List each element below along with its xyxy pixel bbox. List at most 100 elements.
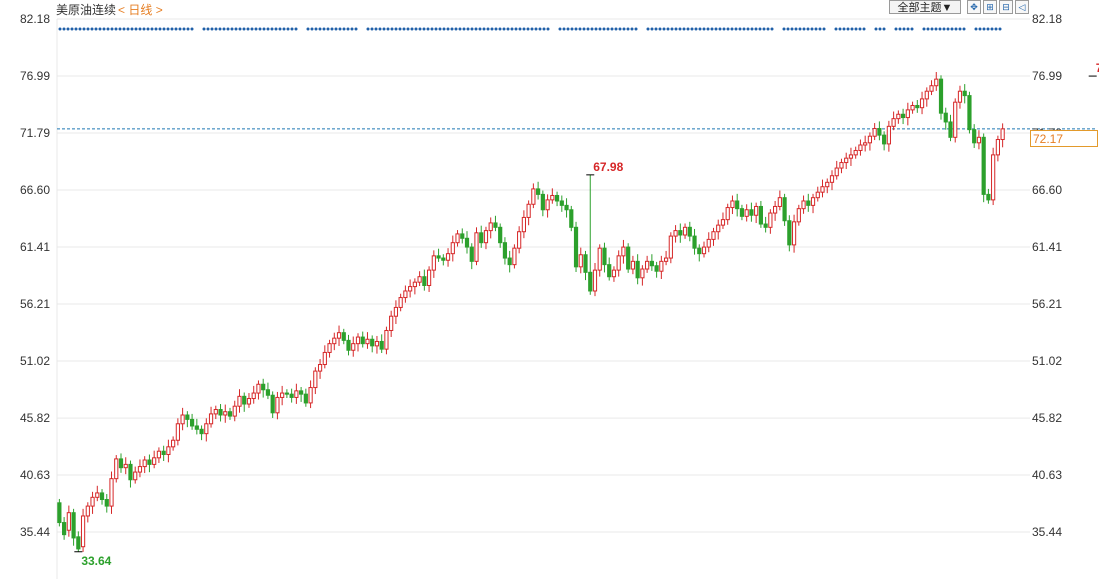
event-dot xyxy=(454,27,458,31)
event-dot xyxy=(798,27,802,31)
event-dot xyxy=(474,27,478,31)
candle-body xyxy=(905,109,910,119)
event-dot xyxy=(498,27,502,31)
zoom-out-icon[interactable]: ⊟ xyxy=(999,0,1013,14)
y-tick-label-right: 45.82 xyxy=(1032,411,1062,425)
candle-body xyxy=(782,197,787,222)
candle-body xyxy=(573,226,579,268)
candle-body xyxy=(360,336,365,345)
event-dot xyxy=(666,27,670,31)
candle-body xyxy=(355,336,361,345)
candle-body xyxy=(763,223,768,228)
event-dot xyxy=(726,27,730,31)
event-dot xyxy=(118,27,122,31)
event-dot xyxy=(418,27,422,31)
event-dot xyxy=(986,27,990,31)
candle-body xyxy=(289,393,294,398)
candle-body xyxy=(493,222,498,228)
candle-body xyxy=(910,104,915,111)
event-dot xyxy=(822,27,826,31)
candle-body xyxy=(569,209,574,228)
event-dot xyxy=(110,27,114,31)
event-dot xyxy=(598,27,602,31)
candle-body xyxy=(611,269,617,278)
candle-body xyxy=(517,231,522,249)
candle-body xyxy=(483,230,489,244)
event-dot xyxy=(130,27,134,31)
event-dot xyxy=(226,27,230,31)
event-dot xyxy=(570,27,574,31)
zoom-in-icon[interactable]: ⊞ xyxy=(983,0,997,14)
candle-body xyxy=(839,162,844,169)
event-dot xyxy=(546,27,550,31)
event-dot xyxy=(506,27,510,31)
candle-body xyxy=(76,536,81,550)
event-dot xyxy=(354,27,358,31)
candle-body xyxy=(521,216,526,233)
prev-icon[interactable]: ◁ xyxy=(1015,0,1029,14)
candle-body xyxy=(128,463,133,481)
candle-body xyxy=(232,405,237,417)
candle-body xyxy=(687,226,692,237)
event-dot xyxy=(534,27,538,31)
candle-body xyxy=(834,167,839,177)
candle-body xyxy=(270,394,275,414)
candle-body xyxy=(85,505,90,517)
event-dot xyxy=(366,27,370,31)
candle-body xyxy=(261,383,266,391)
candle-body xyxy=(507,257,512,266)
event-dot xyxy=(158,27,162,31)
event-dot xyxy=(422,27,426,31)
event-dot xyxy=(258,27,262,31)
candle-body xyxy=(962,90,967,97)
candle-body xyxy=(455,233,460,244)
event-dot xyxy=(442,27,446,31)
candle-body xyxy=(147,459,152,465)
event-dot xyxy=(634,27,638,31)
candle-body xyxy=(536,188,541,195)
event-dot xyxy=(78,27,82,31)
candle-body xyxy=(981,136,986,195)
extreme-label: 67.98 xyxy=(593,160,623,174)
candle-body xyxy=(99,492,105,501)
theme-button[interactable]: 全部主题▼ xyxy=(889,0,961,14)
candle-body xyxy=(673,230,678,237)
candle-body xyxy=(166,446,171,456)
event-dot xyxy=(842,27,846,31)
event-dot xyxy=(154,27,158,31)
candle-body xyxy=(370,338,375,347)
candle-body xyxy=(820,186,825,193)
candle-body xyxy=(317,364,323,372)
candle-body xyxy=(744,209,749,217)
candle-body xyxy=(1000,128,1005,141)
candle-body xyxy=(526,203,531,218)
event-dot xyxy=(186,27,190,31)
event-dot xyxy=(786,27,790,31)
event-dot xyxy=(58,27,62,31)
event-dot xyxy=(210,27,214,31)
event-dot xyxy=(494,27,498,31)
event-dot xyxy=(70,27,74,31)
y-axis-left: 82.18 76.99 71.79 66.60 61.41 56.21 51.02 45.82… xyxy=(20,12,50,539)
candle-body xyxy=(711,231,716,240)
candle-body xyxy=(787,220,792,246)
candle-body xyxy=(142,459,147,468)
candle-body xyxy=(564,204,569,211)
event-dot xyxy=(878,27,882,31)
period-selector[interactable]: < 日线 > xyxy=(118,3,163,17)
event-dot xyxy=(582,27,586,31)
event-dot xyxy=(214,27,218,31)
candle-body xyxy=(346,339,351,351)
candle-body xyxy=(313,370,318,389)
event-dot xyxy=(658,27,662,31)
event-dot xyxy=(326,27,330,31)
candle-body xyxy=(607,264,612,278)
candle-body xyxy=(412,281,417,288)
event-dot xyxy=(930,27,934,31)
candle-body xyxy=(137,466,143,473)
event-dot xyxy=(170,27,174,31)
event-dot xyxy=(266,27,270,31)
event-dot xyxy=(994,27,998,31)
fit-icon[interactable]: ✥ xyxy=(967,0,981,14)
